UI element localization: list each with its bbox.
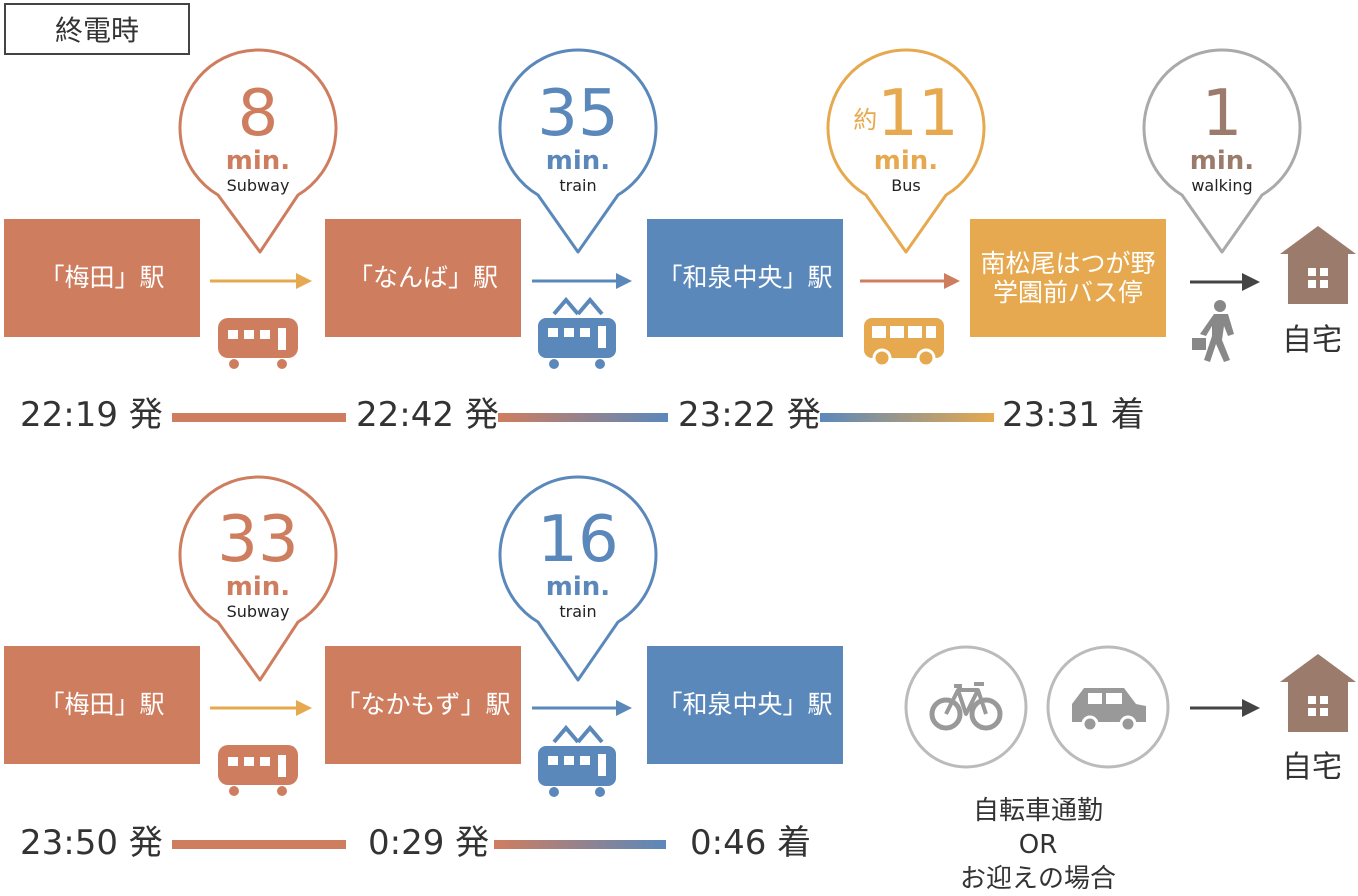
bubble-train-1 <box>498 48 658 254</box>
note-line: OR <box>1018 829 1058 860</box>
time-depart-3: 23:22 発 <box>678 395 821 435</box>
page-title: 終電時 <box>4 3 190 55</box>
home-label: 自宅 <box>1282 750 1342 785</box>
station-namba: 「なんば」駅 <box>325 219 521 337</box>
note-line: お迎えの場合 <box>959 863 1116 894</box>
bubble-subway-2 <box>178 475 338 682</box>
station-izumichuo: 「和泉中央」駅 <box>647 219 843 337</box>
train-icon <box>536 726 618 799</box>
station-izumichuo: 「和泉中央」駅 <box>647 646 843 764</box>
bubble-walking-1 <box>1142 48 1302 254</box>
bubble-subway-1 <box>178 48 338 254</box>
bicycle-icon <box>904 645 1028 769</box>
time-depart-1: 23:50 発 <box>20 823 163 863</box>
house-icon <box>1280 654 1356 732</box>
walking-person-icon <box>1192 300 1234 362</box>
timeline-1 <box>172 413 994 422</box>
arrow-1-4 <box>1190 273 1260 291</box>
bubble-train-2 <box>498 475 658 682</box>
arrow-1-3 <box>860 273 960 289</box>
car-icon <box>1046 645 1170 769</box>
station-bus-stop: 南松尾はつが野 学園前バス停 <box>970 219 1166 337</box>
commute-note: 自転車通勤 OR お迎えの場合 <box>938 795 1138 896</box>
time-arrive: 23:31 着 <box>1002 395 1145 435</box>
house-icon <box>1280 226 1356 304</box>
timeline-2 <box>172 840 666 849</box>
station-umeda: 「梅田」駅 <box>4 646 200 764</box>
arrow-2-3 <box>1190 699 1260 717</box>
arrow-1-2 <box>532 273 632 289</box>
station-umeda: 「梅田」駅 <box>4 219 200 337</box>
train-icon <box>536 298 618 371</box>
home-label: 自宅 <box>1282 323 1342 358</box>
time-arrive: 0:46 着 <box>690 823 812 863</box>
note-line: 自転車通勤 <box>972 796 1103 826</box>
arrow-2-1 <box>210 700 312 716</box>
subway-icon <box>218 318 298 369</box>
bubble-bus-1 <box>826 48 986 254</box>
time-depart-2: 22:42 発 <box>356 395 499 435</box>
bus-icon <box>864 318 944 368</box>
arrow-1-1 <box>210 273 312 289</box>
time-depart-1: 22:19 発 <box>20 395 163 435</box>
subway-icon <box>218 745 298 796</box>
station-nakamozu: 「なかもず」駅 <box>325 646 521 764</box>
time-depart-2: 0:29 発 <box>368 823 490 863</box>
arrow-2-2 <box>532 700 632 716</box>
